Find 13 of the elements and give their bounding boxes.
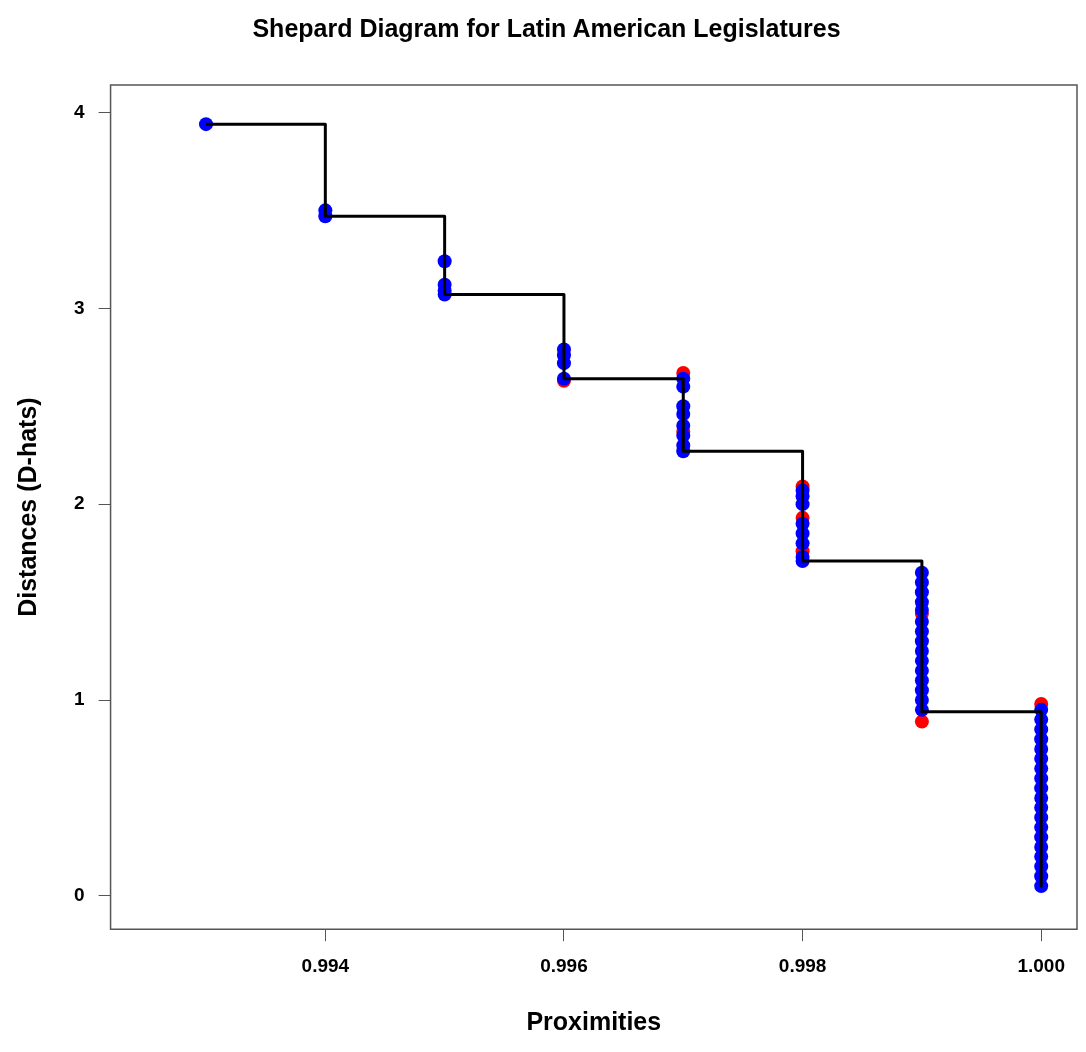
y-tick-label: 3	[73, 296, 85, 318]
x-tick-label: 0.996	[540, 954, 588, 976]
y-tick-label: 0	[73, 884, 85, 906]
x-tick-label: 1.000	[1017, 954, 1065, 976]
x-tick-label: 0.998	[778, 954, 827, 976]
y-tick-label: 1	[73, 688, 85, 710]
chart-title: Shepard Diagram for Latin American Legislatures	[252, 13, 841, 42]
x-tick-label: 0.994	[301, 954, 350, 976]
y-tick-label: 2	[73, 492, 85, 514]
y-tick-label: 4	[73, 100, 85, 122]
point	[914, 714, 929, 729]
y-axis-title: Distances (D-hats)	[12, 397, 41, 617]
x-axis-title: Proximities	[526, 1006, 662, 1035]
